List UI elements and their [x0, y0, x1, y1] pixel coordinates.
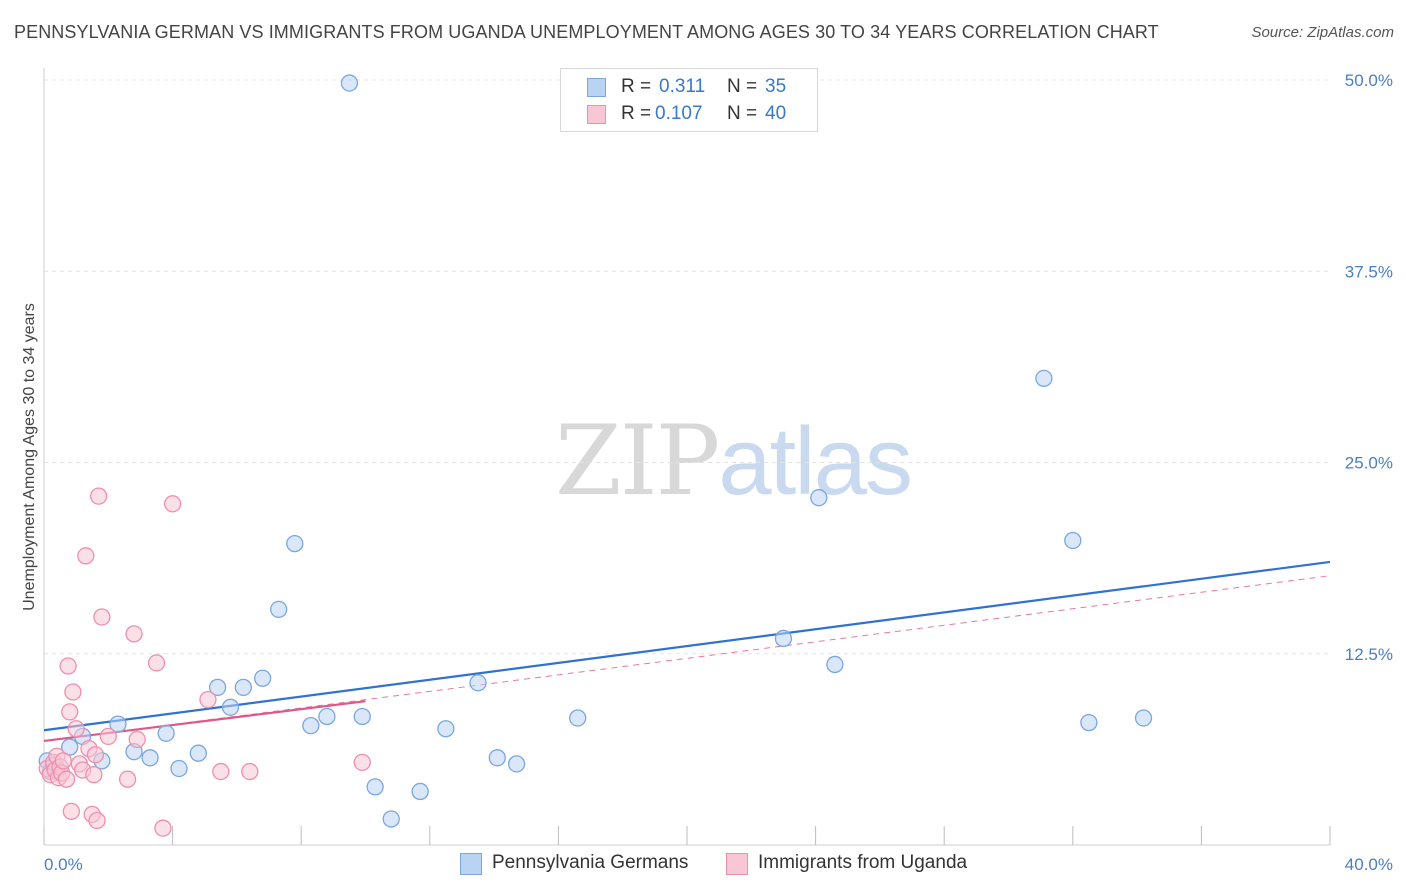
data-point-pennsylvania-germans [109, 715, 127, 733]
label-layer: 12.5% 25.0% 37.5% 50.0% 0.0% 40.0% [44, 71, 1393, 874]
data-point-immigrants-uganda [90, 487, 108, 505]
data-point-immigrants-uganda [85, 765, 103, 784]
data-point-pennsylvania-germans [1080, 713, 1098, 732]
watermark: ZIPatlas [555, 405, 913, 517]
correlation-legend: R = 0.311 N = 35 R = 0.107 N = 40 [560, 68, 818, 132]
data-point-immigrants-uganda [67, 720, 85, 738]
data-point-pennsylvania-germans [488, 749, 506, 767]
data-point-immigrants-uganda [353, 753, 371, 772]
legend-r-value: 0.311 [659, 76, 706, 97]
legend-r-label: R = [621, 76, 652, 97]
data-point-pennsylvania-germans [810, 489, 828, 507]
legend-n-label: N = [727, 76, 758, 97]
data-point-immigrants-uganda [77, 547, 95, 565]
trend-line-uganda [43, 700, 366, 743]
legend-n-value: 35 [765, 76, 787, 97]
bottom-legend-label: Immigrants from Uganda [758, 852, 968, 873]
legend-n-label: N = [727, 103, 758, 124]
y-tick-label: 12.5% [1345, 645, 1393, 664]
data-point-immigrants-uganda [57, 770, 76, 788]
points-layer [38, 74, 1153, 837]
source-label: Source: ZipAtlas.com [1251, 24, 1394, 41]
data-point-immigrants-uganda [99, 727, 117, 746]
data-point-pennsylvania-germans [1064, 531, 1082, 550]
data-point-pennsylvania-germans [1134, 709, 1153, 727]
data-point-pennsylvania-germans [286, 534, 304, 553]
data-point-immigrants-uganda [61, 703, 79, 721]
grid-layer [44, 79, 1330, 655]
data-point-immigrants-uganda [62, 802, 80, 820]
data-point-immigrants-uganda [54, 752, 72, 770]
data-point-immigrants-uganda [59, 657, 77, 675]
legend-swatch-blue [587, 78, 606, 97]
legend-r-value: 0.107 [655, 103, 703, 124]
data-point-immigrants-uganda [154, 819, 172, 837]
data-point-pennsylvania-germans [353, 707, 371, 726]
data-point-pennsylvania-germans [318, 707, 336, 726]
data-point-pennsylvania-germans [302, 717, 320, 735]
trend-line-pennsylvania-germans [43, 560, 1331, 732]
data-point-pennsylvania-germans [340, 74, 359, 92]
bottom-legend-label: Pennsylvania Germans [492, 852, 689, 873]
data-point-pennsylvania-germans [507, 755, 526, 773]
data-point-immigrants-uganda [118, 770, 137, 788]
data-point-pennsylvania-germans [270, 600, 288, 619]
data-point-pennsylvania-germans [189, 744, 207, 762]
data-point-pennsylvania-germans [170, 759, 188, 778]
axis-layer [43, 68, 1331, 846]
chart-title: PENNSYLVANIA GERMAN VS IMMIGRANTS FROM U… [14, 22, 1159, 42]
data-point-immigrants-uganda [128, 730, 146, 749]
trend-layer [43, 560, 1331, 743]
data-point-immigrants-uganda [88, 811, 106, 830]
legend-swatch-pink [587, 105, 606, 124]
data-point-pennsylvania-germans [208, 678, 227, 697]
data-point-pennsylvania-germans [411, 782, 429, 801]
data-point-pennsylvania-germans [437, 720, 455, 738]
data-point-pennsylvania-germans [569, 709, 587, 727]
bottom-legend-swatch-pink [726, 853, 748, 875]
legend-n-value: 40 [765, 103, 787, 124]
data-point-pennsylvania-germans [221, 698, 240, 716]
data-point-pennsylvania-germans [774, 629, 793, 648]
data-point-pennsylvania-germans [234, 678, 252, 697]
data-point-immigrants-uganda [241, 762, 259, 781]
data-point-pennsylvania-germans [253, 669, 272, 687]
data-point-immigrants-uganda [93, 608, 111, 626]
data-point-pennsylvania-germans [366, 778, 384, 796]
y-tick-label: 37.5% [1345, 262, 1393, 281]
data-point-pennsylvania-germans [141, 749, 159, 767]
data-point-immigrants-uganda [212, 762, 230, 781]
data-point-pennsylvania-germans [826, 655, 844, 674]
data-point-pennsylvania-germans [382, 810, 400, 828]
trend-line-uganda-dashed [43, 575, 1331, 742]
data-point-pennsylvania-germans [469, 674, 487, 692]
y-tick-label: 25.0% [1345, 454, 1393, 473]
legend-r-label: R = [621, 103, 652, 124]
watermark-zip: ZIP [555, 405, 720, 517]
data-point-immigrants-uganda [199, 691, 217, 709]
data-point-immigrants-uganda [86, 746, 105, 764]
data-point-immigrants-uganda [125, 625, 143, 643]
data-point-immigrants-uganda [147, 654, 166, 672]
data-point-immigrants-uganda [64, 683, 82, 701]
x-tick-label: 40.0% [1345, 855, 1393, 874]
data-point-immigrants-uganda [163, 495, 182, 513]
data-point-pennsylvania-germans [157, 724, 175, 742]
data-point-pennsylvania-germans [1035, 369, 1053, 388]
x-tick-label: 0.0% [44, 855, 83, 874]
y-tick-label: 50.0% [1345, 71, 1393, 90]
bottom-legend-swatch-blue [460, 853, 482, 875]
